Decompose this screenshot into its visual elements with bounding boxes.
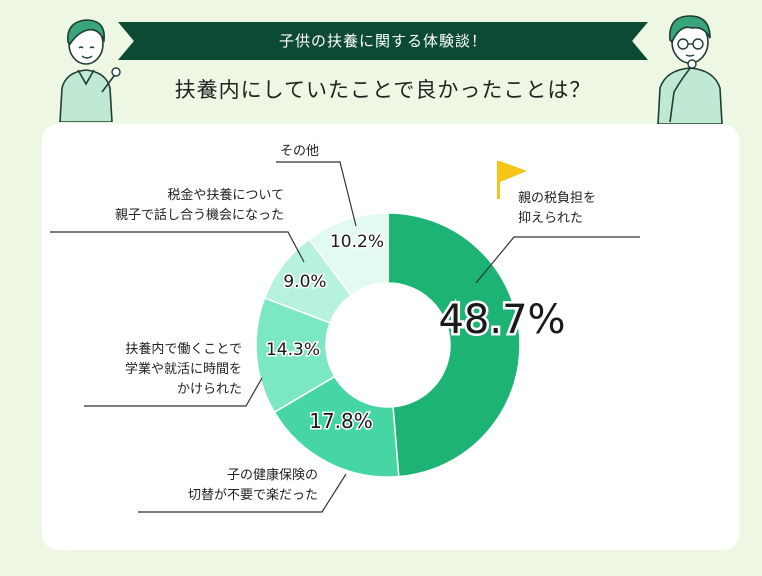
chart-card: [42, 124, 739, 550]
label-line: その他: [280, 144, 320, 159]
slice-value-label: 48.7%: [438, 297, 565, 343]
label-line: 切替が不要で楽だった: [187, 488, 318, 503]
label-line: 学業や就活に時間を: [124, 362, 242, 377]
label-line: 抑えられた: [518, 211, 584, 226]
slice-value-label: 10.2%: [330, 232, 384, 252]
question-title: 扶養内にしていたことで良かったことは？: [174, 78, 592, 102]
slice-value-label: 17.8%: [309, 409, 373, 433]
donut-slice: [273, 375, 400, 478]
person-left-illustration: [59, 19, 121, 122]
slice-value-label: 9.0%: [283, 272, 326, 292]
label-third-slice: 扶養内で働くことで 学業や就活に時間を かけられた: [84, 340, 242, 400]
flag-icon: [497, 161, 527, 199]
label-line: 親の税負担を: [518, 191, 597, 206]
header-banner: [118, 22, 648, 60]
leader-lines: [50, 161, 640, 513]
label-line: 税金や扶養について: [167, 188, 284, 203]
label-second-slice: 子の健康保険の 切替が不要で楽だった: [152, 466, 318, 506]
label-top-slice: 親の税負担を 抑えられた: [518, 189, 596, 229]
label-line: 親子で話し合う機会になった: [114, 208, 284, 223]
slice-value-label: 14.3%: [266, 340, 320, 360]
label-fifth-slice: その他: [280, 142, 319, 162]
donut-slice: [387, 212, 521, 478]
label-line: 扶養内で働くことで: [125, 342, 242, 357]
banner-title: 子供の扶養に関する体験談！: [278, 32, 487, 50]
person-right-illustration: [657, 15, 723, 124]
label-line: かけられた: [176, 382, 242, 397]
donut-slice: [308, 212, 389, 297]
label-line: 子の健康保険の: [226, 468, 318, 483]
label-fourth-slice: 税金や扶養について 親子で話し合う機会になった: [50, 186, 284, 226]
